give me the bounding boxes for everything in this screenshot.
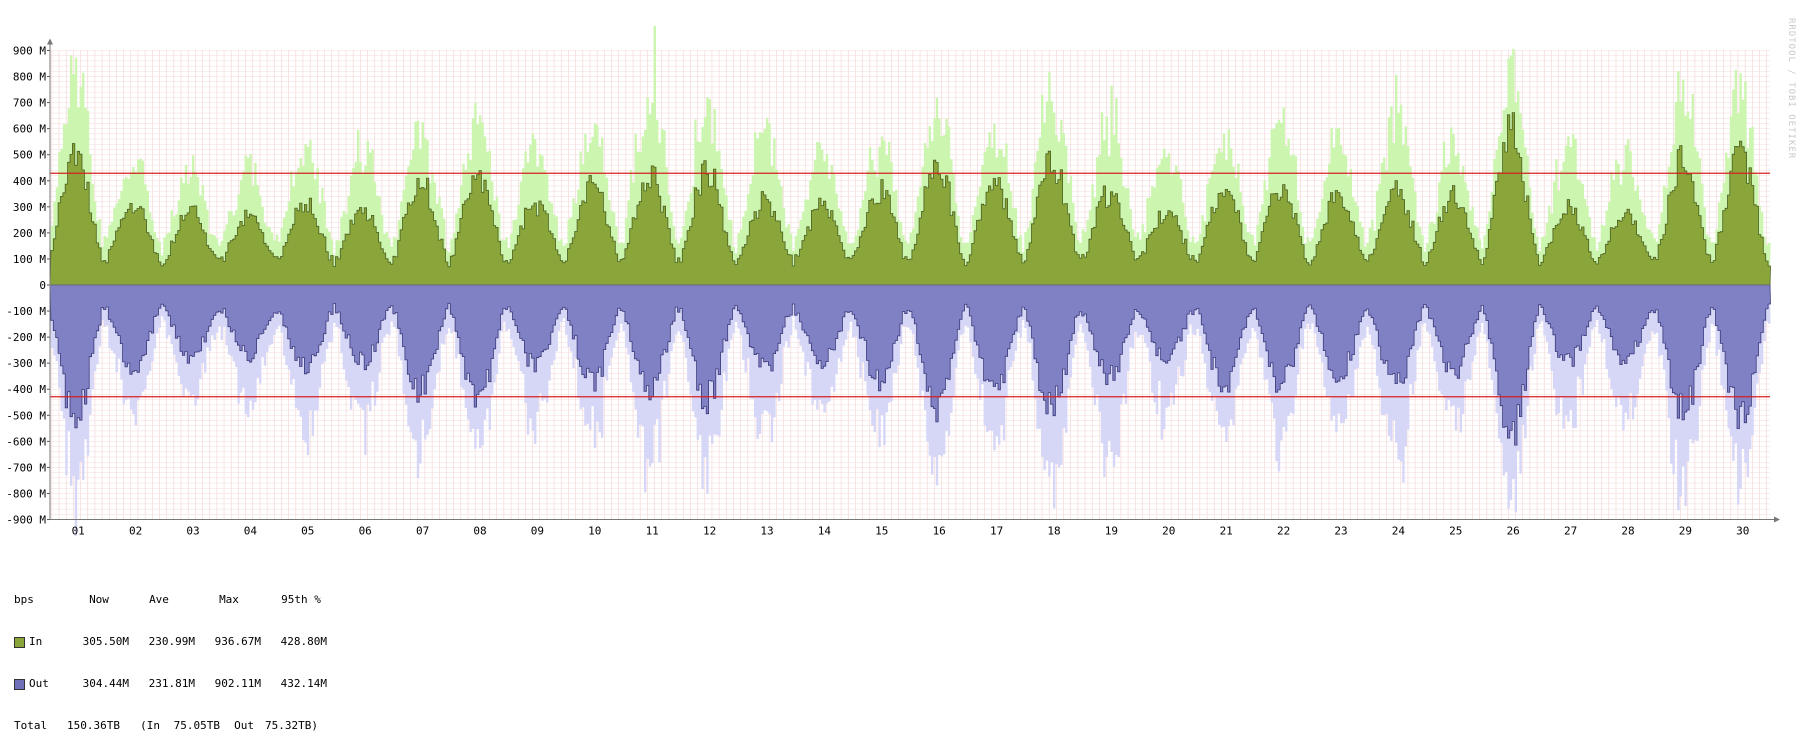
- legend-in-row: In 305.50M 230.99M 936.67M 428.80M: [14, 635, 338, 649]
- x-tick-label: 09: [531, 525, 544, 538]
- legend-max-header: Max: [219, 593, 239, 606]
- y-axis-arrow-icon: [47, 38, 53, 45]
- legend-p95-header: 95th %: [281, 593, 321, 606]
- y-tick-label: -700 M: [6, 461, 46, 474]
- y-tick-label: -500 M: [6, 409, 46, 422]
- x-tick-label: 12: [703, 525, 716, 538]
- out-swatch-icon: [14, 678, 25, 690]
- x-tick-label: 05: [301, 525, 314, 538]
- x-tick-label: 23: [1334, 525, 1347, 538]
- legend-out-now: 304.44M: [82, 677, 129, 690]
- chart-legend: bps Now Ave Max 95th % In 305.50M 230.99…: [14, 565, 338, 747]
- y-tick-label: 0: [39, 279, 46, 292]
- x-tick-label: 18: [1047, 525, 1060, 538]
- legend-out-ave: 231.81M: [148, 677, 195, 690]
- x-tick-label: 20: [1162, 525, 1175, 538]
- out-average-area: [49, 284, 1771, 446]
- chart-axes: [47, 38, 1780, 523]
- traffic-chart: 900 M 800 M 700 M 600 M 500 M 400 M 300 M 200 M…: [6, 26, 1780, 538]
- x-tick-label: 22: [1277, 525, 1290, 538]
- x-tick-label: 11: [646, 525, 659, 538]
- y-tick-label: -800 M: [6, 487, 46, 500]
- x-tick-label: 02: [129, 525, 142, 538]
- y-tick-label: 400 M: [13, 175, 46, 188]
- in-swatch-icon: [14, 636, 25, 648]
- legend-total-in-label: (In: [140, 719, 160, 732]
- y-axis-labels: 900 M 800 M 700 M 600 M 500 M 400 M 300 M 200 M…: [6, 44, 46, 526]
- x-axis-arrow-icon: [1774, 516, 1780, 523]
- legend-total-value: 150.36TB: [67, 719, 120, 732]
- x-tick-label: 19: [1105, 525, 1118, 538]
- x-tick-label: 01: [72, 525, 85, 538]
- in-average-area: [49, 112, 1771, 286]
- x-tick-label: 21: [1220, 525, 1233, 538]
- y-tick-label: 600 M: [13, 123, 46, 136]
- x-tick-label: 08: [473, 525, 486, 538]
- x-tick-label: 27: [1564, 525, 1577, 538]
- legend-ave-header: Ave: [149, 593, 169, 606]
- x-tick-label: 04: [244, 525, 258, 538]
- x-tick-label: 29: [1679, 525, 1692, 538]
- x-tick-label: 17: [990, 525, 1003, 538]
- y-tick-label: 100 M: [13, 253, 46, 266]
- x-tick-label: 30: [1736, 525, 1749, 538]
- legend-total-row: Total 150.36TB (In 75.05TB Out 75.32TB): [14, 719, 338, 733]
- y-tick-label: -100 M: [6, 305, 46, 318]
- legend-out-label: Out: [29, 677, 49, 690]
- x-axis-labels: 01 02 03 04 05 06 07 08 09 10 11 12 13 14 15 16 17 18 19 20…: [72, 525, 1750, 538]
- legend-in-label: In: [29, 635, 43, 648]
- y-tick-label: -300 M: [6, 357, 46, 370]
- legend-total-label: Total: [14, 719, 48, 732]
- y-tick-label: -400 M: [6, 383, 46, 396]
- y-tick-label: 800 M: [13, 71, 46, 84]
- y-tick-label: 700 M: [13, 97, 46, 110]
- rrdtool-watermark: RRDTOOL / TOBI OETIKER: [1786, 18, 1796, 160]
- x-tick-label: 16: [933, 525, 946, 538]
- x-tick-label: 13: [760, 525, 773, 538]
- legend-out-row: Out 304.44M 231.81M 902.11M 432.14M: [14, 677, 338, 691]
- x-tick-label: 10: [588, 525, 601, 538]
- legend-unit: bps: [14, 593, 34, 606]
- legend-in-p95: 428.80M: [280, 635, 327, 648]
- y-tick-label: 900 M: [13, 44, 46, 57]
- legend-out-max: 902.11M: [214, 677, 261, 690]
- legend-total-out-value: 75.32TB): [265, 719, 318, 732]
- legend-now-header: Now: [89, 593, 109, 606]
- x-tick-label: 06: [359, 525, 372, 538]
- y-tick-label: -200 M: [6, 331, 46, 344]
- y-tick-label: -600 M: [6, 435, 46, 448]
- legend-in-now: 305.50M: [82, 635, 129, 648]
- x-tick-label: 25: [1449, 525, 1462, 538]
- x-tick-label: 14: [818, 525, 832, 538]
- x-tick-label: 15: [875, 525, 888, 538]
- legend-total-in-value: 75.05TB: [173, 719, 220, 732]
- x-tick-label: 03: [186, 525, 199, 538]
- x-tick-label: 24: [1392, 525, 1406, 538]
- y-tick-label: 300 M: [13, 201, 46, 214]
- y-tick-label: 200 M: [13, 227, 46, 240]
- x-tick-label: 26: [1507, 525, 1520, 538]
- legend-header-row: bps Now Ave Max 95th %: [14, 593, 338, 607]
- legend-in-ave: 230.99M: [148, 635, 195, 648]
- legend-total-out-label: Out: [234, 719, 254, 732]
- x-tick-label: 28: [1621, 525, 1634, 538]
- chart-series: [49, 26, 1771, 536]
- y-tick-label: -900 M: [6, 514, 46, 527]
- legend-in-max: 936.67M: [214, 635, 261, 648]
- x-tick-label: 07: [416, 525, 429, 538]
- y-tick-label: 500 M: [13, 149, 46, 162]
- legend-out-p95: 432.14M: [280, 677, 327, 690]
